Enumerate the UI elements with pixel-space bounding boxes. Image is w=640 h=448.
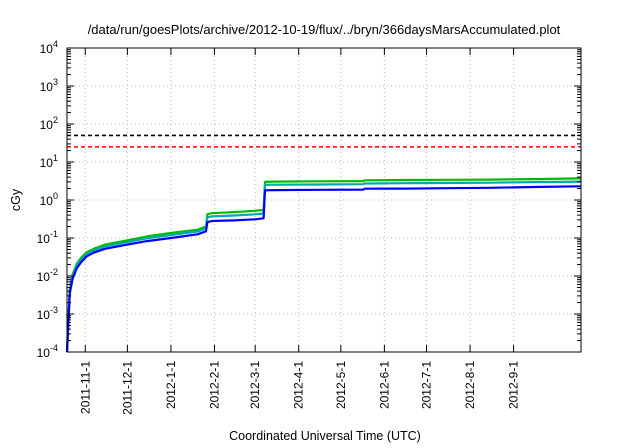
x-tick-label: 2011-12-1 xyxy=(120,361,134,415)
y-tick-label: 103 xyxy=(40,77,58,94)
x-tick-label: 2012-2-1 xyxy=(207,361,221,409)
series-lines xyxy=(65,177,582,353)
reference-lines xyxy=(67,134,581,148)
y-axis: 10-4 10-3 10-2 10-1 100 101 102 103 104 xyxy=(37,39,581,360)
y-tick-label: 10-1 xyxy=(37,229,58,246)
series-line xyxy=(65,180,582,353)
x-axis-label: Coordinated Universal Time (UTC) xyxy=(229,429,421,443)
x-tick-label: 2011-11-1 xyxy=(78,361,92,414)
y-tick-label: 100 xyxy=(40,191,58,208)
x-tick-label: 2012-9-1 xyxy=(507,361,521,409)
y-tick-label: 10-3 xyxy=(37,305,58,322)
x-tick-label: 2012-6-1 xyxy=(377,361,391,409)
chart-title: /data/run/goesPlots/archive/2012-10-19/f… xyxy=(88,22,561,37)
y-tick-label: 104 xyxy=(40,39,58,56)
series-line xyxy=(65,177,582,353)
x-tick-label: 2012-4-1 xyxy=(292,361,306,409)
y-tick-label: 101 xyxy=(40,153,58,170)
series-line xyxy=(65,185,582,353)
x-tick-label: 2012-8-1 xyxy=(463,361,477,409)
x-tick-label: 2012-1-1 xyxy=(164,361,178,409)
x-tick-label: 2012-3-1 xyxy=(248,361,262,409)
grid xyxy=(67,48,581,352)
y-axis-label: cGy xyxy=(9,188,23,211)
y-tick-label: 10-4 xyxy=(37,343,58,360)
x-axis: 2011-11-1 2011-12-1 2012-1-1 2012-2-1 2012-3… xyxy=(78,48,521,415)
y-tick-label: 10-2 xyxy=(37,267,58,284)
x-tick-label: 2012-7-1 xyxy=(420,361,434,409)
x-tick-label: 2012-5-1 xyxy=(334,361,348,409)
y-tick-label: 102 xyxy=(40,115,58,132)
